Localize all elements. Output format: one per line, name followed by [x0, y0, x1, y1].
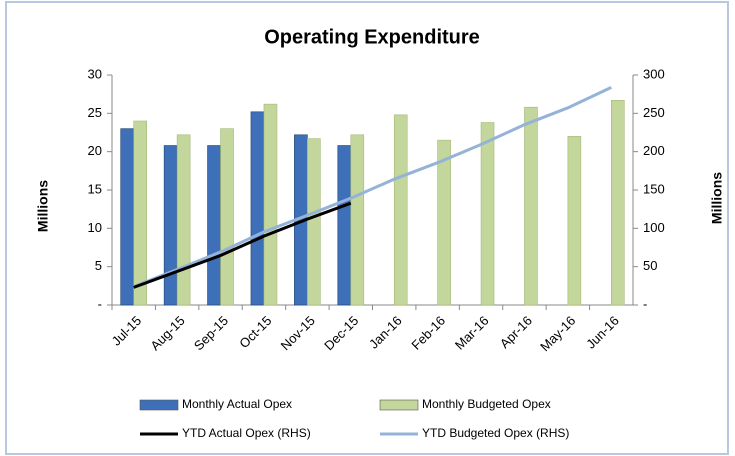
y2-tick-label: - — [643, 296, 647, 311]
y-tick-label: 5 — [95, 258, 102, 273]
bar — [524, 106, 538, 306]
bar — [610, 100, 625, 306]
legend-label: YTD Actual Opex (RHS) — [182, 426, 311, 440]
y2-tick-label: 150 — [643, 181, 665, 196]
bar — [350, 134, 365, 306]
y-tick-label: 25 — [88, 105, 102, 120]
legend-label: Monthly Budgeted Opex — [422, 397, 551, 411]
y2-tick-label: 300 — [643, 66, 665, 81]
y2-tick-label: 50 — [643, 258, 657, 273]
y-tick-label: 20 — [88, 143, 102, 158]
bar — [207, 145, 221, 306]
bar — [250, 111, 265, 306]
y2-axis-title: Millions — [709, 172, 725, 224]
chart-title: Operating Expenditure — [264, 26, 480, 48]
legend-swatch — [379, 399, 419, 411]
line — [133, 201, 352, 289]
legend-label: YTD Budgeted Opex (RHS) — [422, 426, 569, 440]
bar — [567, 136, 582, 306]
bar — [120, 128, 135, 306]
bar — [176, 134, 191, 306]
legend-label: Monthly Actual Opex — [182, 397, 292, 411]
y-tick-label: 30 — [88, 66, 102, 81]
y-axis-title: Millions — [35, 180, 51, 232]
y2-tick-label: 250 — [643, 105, 665, 120]
y-tick-label: 10 — [88, 220, 102, 235]
y-tick-label: - — [98, 296, 102, 311]
bar — [163, 145, 178, 306]
bar — [480, 122, 495, 306]
bar — [393, 114, 408, 306]
bar — [263, 103, 278, 306]
y-tick-label: 15 — [88, 181, 102, 196]
y2-tick-label: 200 — [643, 143, 665, 158]
bar — [437, 139, 451, 306]
y2-tick-label: 100 — [643, 220, 665, 235]
bar — [133, 120, 148, 306]
legend-swatch — [139, 399, 179, 411]
bar — [337, 145, 352, 306]
line — [133, 85, 612, 288]
bar — [307, 138, 321, 306]
bar — [220, 128, 234, 306]
